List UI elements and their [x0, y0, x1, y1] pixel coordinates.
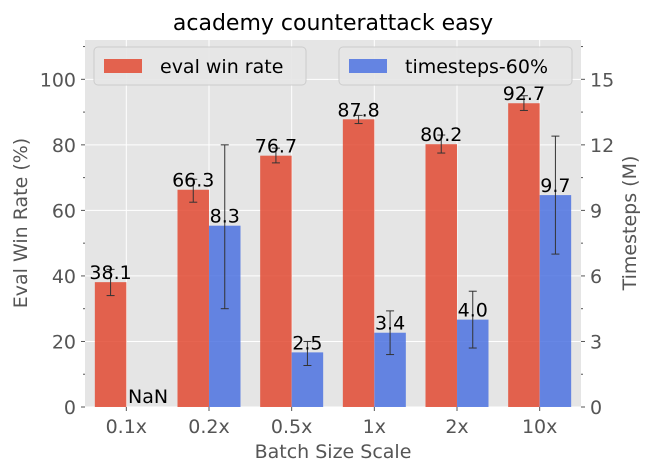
chart-title: academy counterattack easy	[173, 11, 493, 36]
bar-0-4	[425, 144, 457, 407]
data-label-1-2: 2.5	[292, 332, 322, 354]
data-label-1-0: NaN	[128, 386, 168, 408]
data-label-1-5: 9.7	[540, 175, 570, 197]
data-label-0-0: 38.1	[89, 262, 131, 284]
x-tick-label-2: 0.5x	[271, 416, 312, 438]
data-label-1-4: 4.0	[458, 300, 488, 322]
y2-tick-label-5: 15	[590, 69, 614, 91]
data-labels-group: 38.1 66.3 76.7 87.8 80.2 92.7 NaN 8.3 2.5 3.4 4.0 9…	[89, 83, 570, 408]
x-axis-ticks: 0.1x 0.2x 0.5x 1x 2x 10x	[106, 407, 557, 438]
y-tick-label-4: 80	[52, 135, 76, 157]
y2-tick-label-1: 3	[590, 331, 602, 353]
bars-group	[94, 103, 572, 407]
x-axis-title: Batch Size Scale	[255, 441, 412, 463]
y2-axis-ticks: 0 3 6 9 12 15	[581, 46, 614, 419]
data-label-0-1: 66.3	[172, 170, 214, 192]
bar-0-1	[177, 189, 209, 407]
legend-swatch-0	[104, 59, 142, 73]
y-tick-label-0: 0	[64, 397, 76, 419]
bar-0-3	[342, 119, 375, 407]
legend-box-0	[93, 46, 307, 86]
data-label-0-4: 80.2	[420, 124, 462, 146]
legend-label-1: timesteps-60%	[405, 56, 548, 78]
bar-0-5	[508, 103, 540, 407]
data-label-0-3: 87.8	[337, 99, 379, 121]
x-tick-label-4: 2x	[445, 416, 468, 438]
data-label-0-2: 76.7	[255, 136, 297, 158]
error-bars-group	[106, 95, 560, 366]
y-axis-title: Eval Win Rate (%)	[10, 138, 32, 308]
x-tick-label-0: 0.1x	[106, 416, 147, 438]
y2-tick-label-3: 9	[590, 200, 602, 222]
y2-tick-label-4: 12	[590, 135, 614, 157]
bar-0-0	[94, 282, 127, 407]
y2-tick-label-2: 6	[590, 266, 602, 288]
y2-axis-title: Timesteps (M)	[619, 156, 641, 292]
legend: eval win rate timesteps-60%	[93, 46, 573, 86]
y-tick-label-3: 60	[52, 200, 76, 222]
data-label-1-1: 8.3	[210, 206, 240, 228]
plot-area	[85, 40, 581, 407]
data-label-0-5: 92.7	[503, 83, 545, 105]
bar-0-2	[260, 155, 292, 407]
x-tick-label-3: 1x	[363, 416, 386, 438]
data-label-1-3: 3.4	[375, 313, 405, 335]
legend-box-1	[338, 46, 573, 86]
y-tick-label-1: 20	[52, 331, 76, 353]
legend-label-0: eval win rate	[160, 56, 283, 78]
y2-tick-label-0: 0	[590, 397, 602, 419]
x-tick-label-5: 10x	[522, 416, 557, 438]
x-tick-label-1: 0.2x	[188, 416, 229, 438]
y-tick-label-2: 40	[52, 266, 76, 288]
legend-swatch-1	[349, 59, 387, 73]
y-axis-ticks: 0 20 40 60 80 100	[40, 46, 85, 419]
y-tick-label-5: 100	[40, 69, 76, 91]
